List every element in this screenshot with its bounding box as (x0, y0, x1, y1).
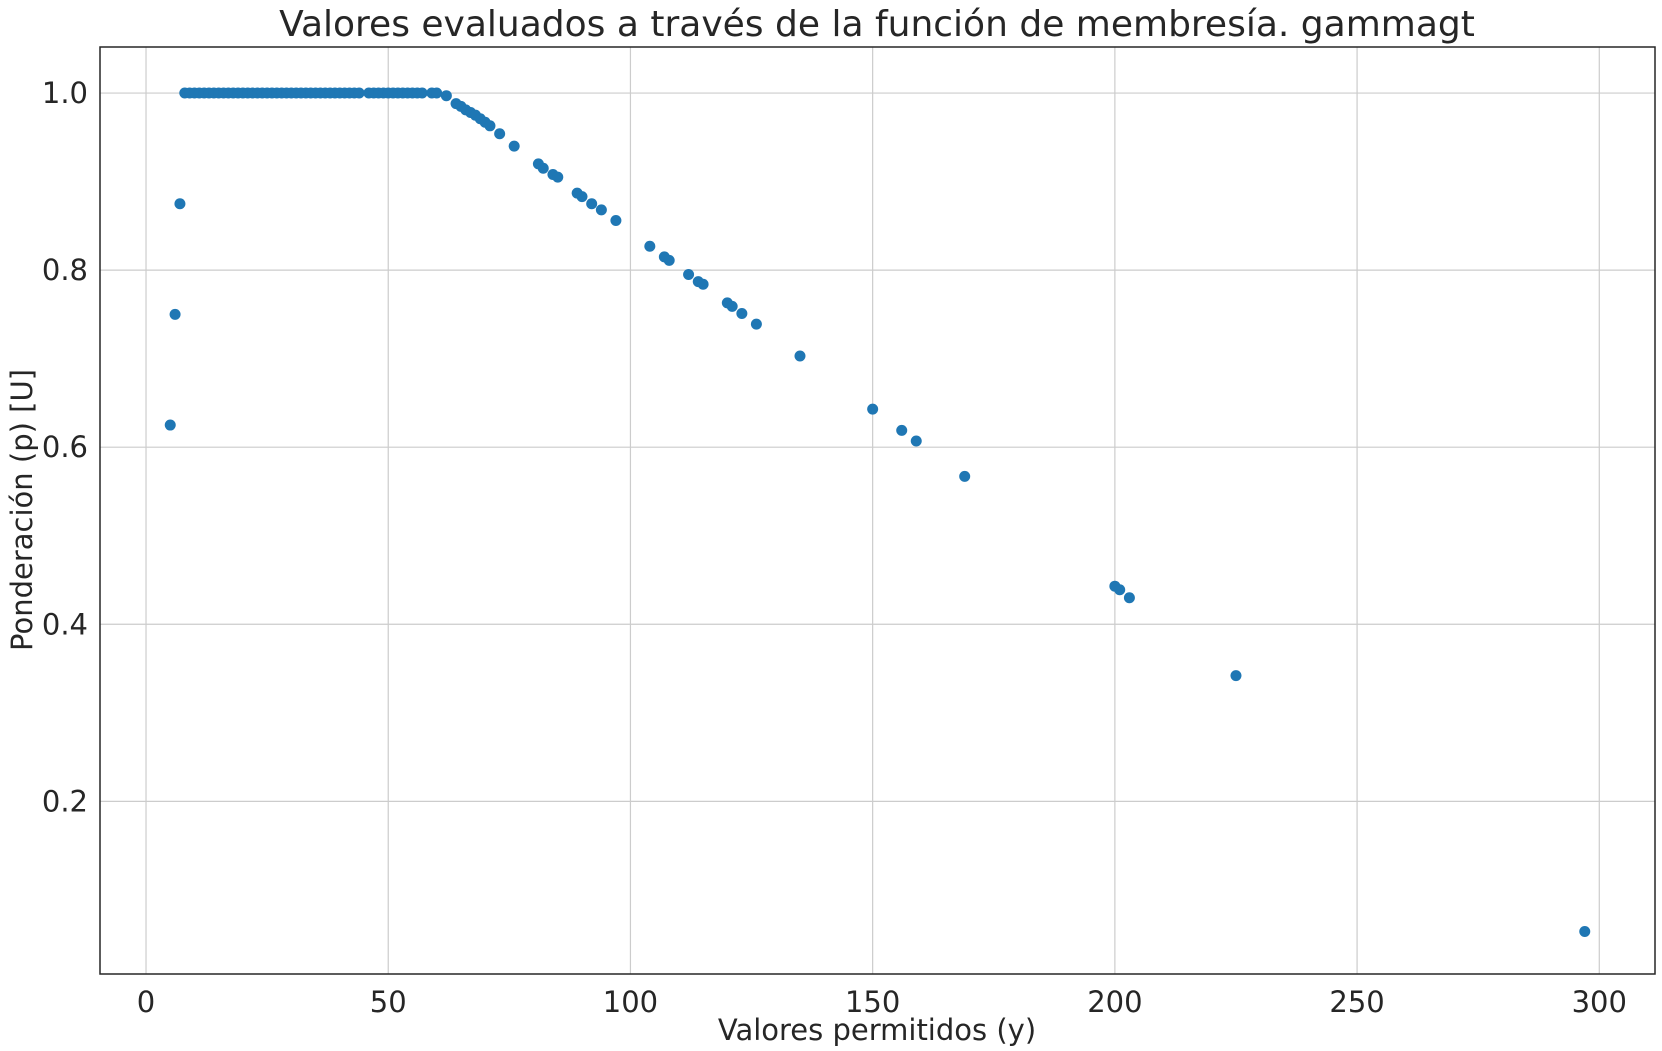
data-point (663, 254, 675, 266)
x-tick-label: 0 (137, 985, 155, 1019)
data-point (610, 215, 622, 227)
y-tick-label: 0.8 (42, 253, 88, 287)
data-point (867, 403, 879, 415)
data-point (595, 204, 607, 216)
data-point (431, 87, 443, 99)
data-point (174, 198, 186, 210)
data-point (353, 87, 365, 99)
data-point (494, 128, 506, 140)
data-point (1230, 670, 1242, 682)
data-point (794, 350, 806, 362)
data-point (1123, 592, 1135, 604)
data-point (910, 435, 922, 447)
data-point (1114, 584, 1126, 596)
scatter-points (164, 87, 1591, 938)
data-point (586, 198, 598, 210)
y-tick-labels: 0.2 0.4 0.6 0.8 1.0 (42, 76, 88, 818)
data-point (896, 424, 908, 436)
x-tick-labels: 0 50 100 150 200 250 300 (137, 985, 1627, 1019)
data-point (440, 90, 452, 102)
x-tick-label: 200 (1087, 985, 1142, 1019)
x-tick-label: 100 (603, 985, 658, 1019)
data-point (552, 171, 564, 183)
data-point (416, 87, 428, 99)
y-tick-label: 0.2 (42, 784, 88, 818)
plot-frame (99, 46, 1656, 975)
y-tick-label: 0.4 (42, 607, 88, 641)
data-point (959, 470, 971, 482)
data-point (726, 300, 738, 312)
data-point (576, 191, 588, 203)
data-point (169, 308, 181, 320)
x-axis-label: Valores permitidos (y) (718, 1013, 1036, 1047)
data-point (683, 269, 695, 281)
x-tick-label: 50 (370, 985, 407, 1019)
data-point (484, 120, 496, 132)
data-point (644, 240, 656, 252)
data-point (508, 140, 520, 152)
data-point (750, 318, 762, 330)
x-tick-label: 150 (845, 985, 900, 1019)
data-point (537, 162, 549, 174)
y-tick-label: 0.6 (42, 430, 88, 464)
y-tick-label: 1.0 (42, 76, 88, 110)
x-tick-label: 300 (1572, 985, 1627, 1019)
chart-title: Valores evaluados a través de la función… (279, 4, 1475, 45)
data-point (164, 419, 176, 431)
y-axis-label: Ponderación (p) [U] (5, 369, 39, 651)
data-point (1579, 926, 1591, 938)
x-tick-label: 250 (1329, 985, 1384, 1019)
data-point (697, 278, 709, 290)
data-point (736, 308, 748, 320)
